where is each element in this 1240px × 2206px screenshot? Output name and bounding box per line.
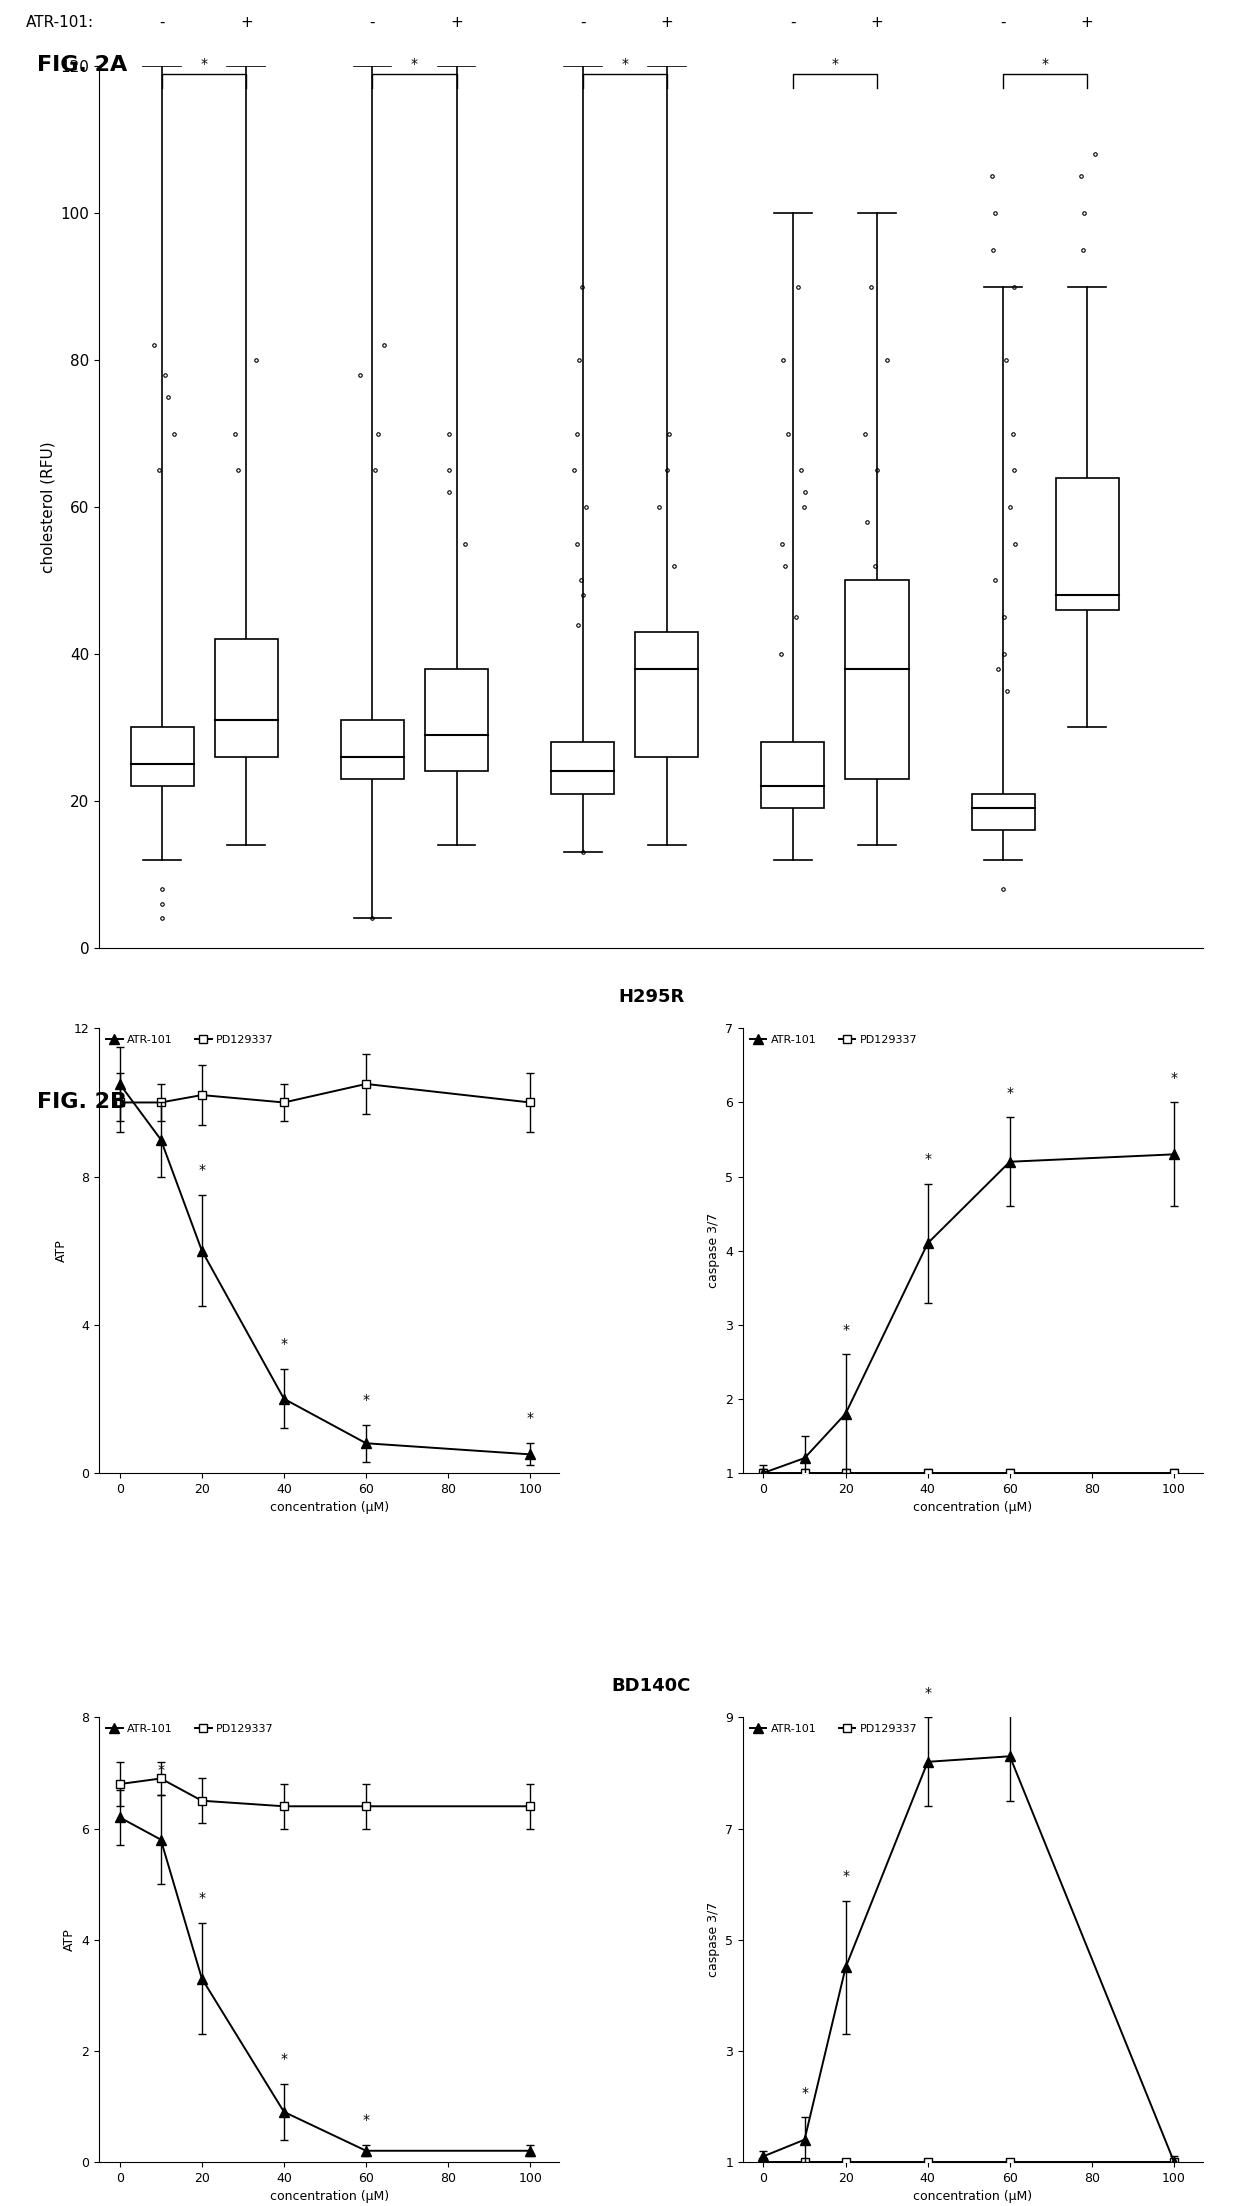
Bar xyxy=(635,631,698,757)
Text: *: * xyxy=(410,57,418,71)
X-axis label: concentration (μM): concentration (μM) xyxy=(914,1500,1033,1513)
Text: *: * xyxy=(801,2085,808,2100)
Legend: ATR-101, PD129337: ATR-101, PD129337 xyxy=(745,1030,921,1050)
Text: BD140C: BD140C xyxy=(611,1677,691,1694)
Text: +: + xyxy=(661,15,673,29)
Text: *: * xyxy=(924,1685,931,1699)
Text: FIG. 2A: FIG. 2A xyxy=(37,55,128,75)
Text: *: * xyxy=(1171,1070,1178,1085)
Bar xyxy=(972,794,1034,829)
Bar xyxy=(130,728,193,785)
Y-axis label: ATP: ATP xyxy=(55,1240,68,1262)
Text: +: + xyxy=(450,15,463,29)
Text: ATR-101:: ATR-101: xyxy=(26,15,94,29)
Legend: ATR-101, PD129337: ATR-101, PD129337 xyxy=(102,1030,278,1050)
Text: *: * xyxy=(527,1412,533,1425)
Text: +: + xyxy=(1081,15,1094,29)
Text: -: - xyxy=(160,15,165,29)
Text: -: - xyxy=(580,15,585,29)
Y-axis label: ATP: ATP xyxy=(63,1928,76,1950)
Text: *: * xyxy=(198,1891,206,1906)
Text: FIG. 2B: FIG. 2B xyxy=(37,1092,128,1112)
Text: *: * xyxy=(621,57,629,71)
Bar xyxy=(846,580,909,779)
Text: *: * xyxy=(842,1868,849,1884)
Bar xyxy=(1055,476,1118,609)
Bar xyxy=(425,668,489,772)
Text: +: + xyxy=(870,15,883,29)
X-axis label: concentration (μM): concentration (μM) xyxy=(269,2191,388,2204)
Bar xyxy=(551,741,614,794)
X-axis label: concentration (μM): concentration (μM) xyxy=(914,2191,1033,2204)
Text: *: * xyxy=(362,2113,370,2127)
Text: H295R: H295R xyxy=(618,988,684,1006)
Text: *: * xyxy=(280,1337,288,1352)
Text: +: + xyxy=(241,15,253,29)
Bar xyxy=(761,741,825,807)
X-axis label: concentration (μM): concentration (μM) xyxy=(269,1500,388,1513)
Text: *: * xyxy=(201,57,208,71)
Y-axis label: caspase 3/7: caspase 3/7 xyxy=(707,1902,719,1977)
Text: *: * xyxy=(280,2052,288,2067)
Legend: ATR-101, PD129337: ATR-101, PD129337 xyxy=(102,1721,278,1738)
Y-axis label: caspase 3/7: caspase 3/7 xyxy=(707,1213,719,1288)
Bar xyxy=(215,640,278,757)
Text: -: - xyxy=(790,15,796,29)
Y-axis label: cholesterol (RFU): cholesterol (RFU) xyxy=(40,441,55,574)
Text: -: - xyxy=(1001,15,1006,29)
Text: *: * xyxy=(362,1392,370,1407)
Text: *: * xyxy=(832,57,838,71)
Text: -: - xyxy=(370,15,376,29)
Text: *: * xyxy=(1007,1085,1013,1099)
Text: *: * xyxy=(157,1763,164,1778)
Text: *: * xyxy=(842,1324,849,1337)
Bar xyxy=(341,719,404,779)
Text: *: * xyxy=(198,1163,206,1178)
Text: *: * xyxy=(1042,57,1049,71)
Text: *: * xyxy=(924,1152,931,1167)
Legend: ATR-101, PD129337: ATR-101, PD129337 xyxy=(745,1721,921,1738)
